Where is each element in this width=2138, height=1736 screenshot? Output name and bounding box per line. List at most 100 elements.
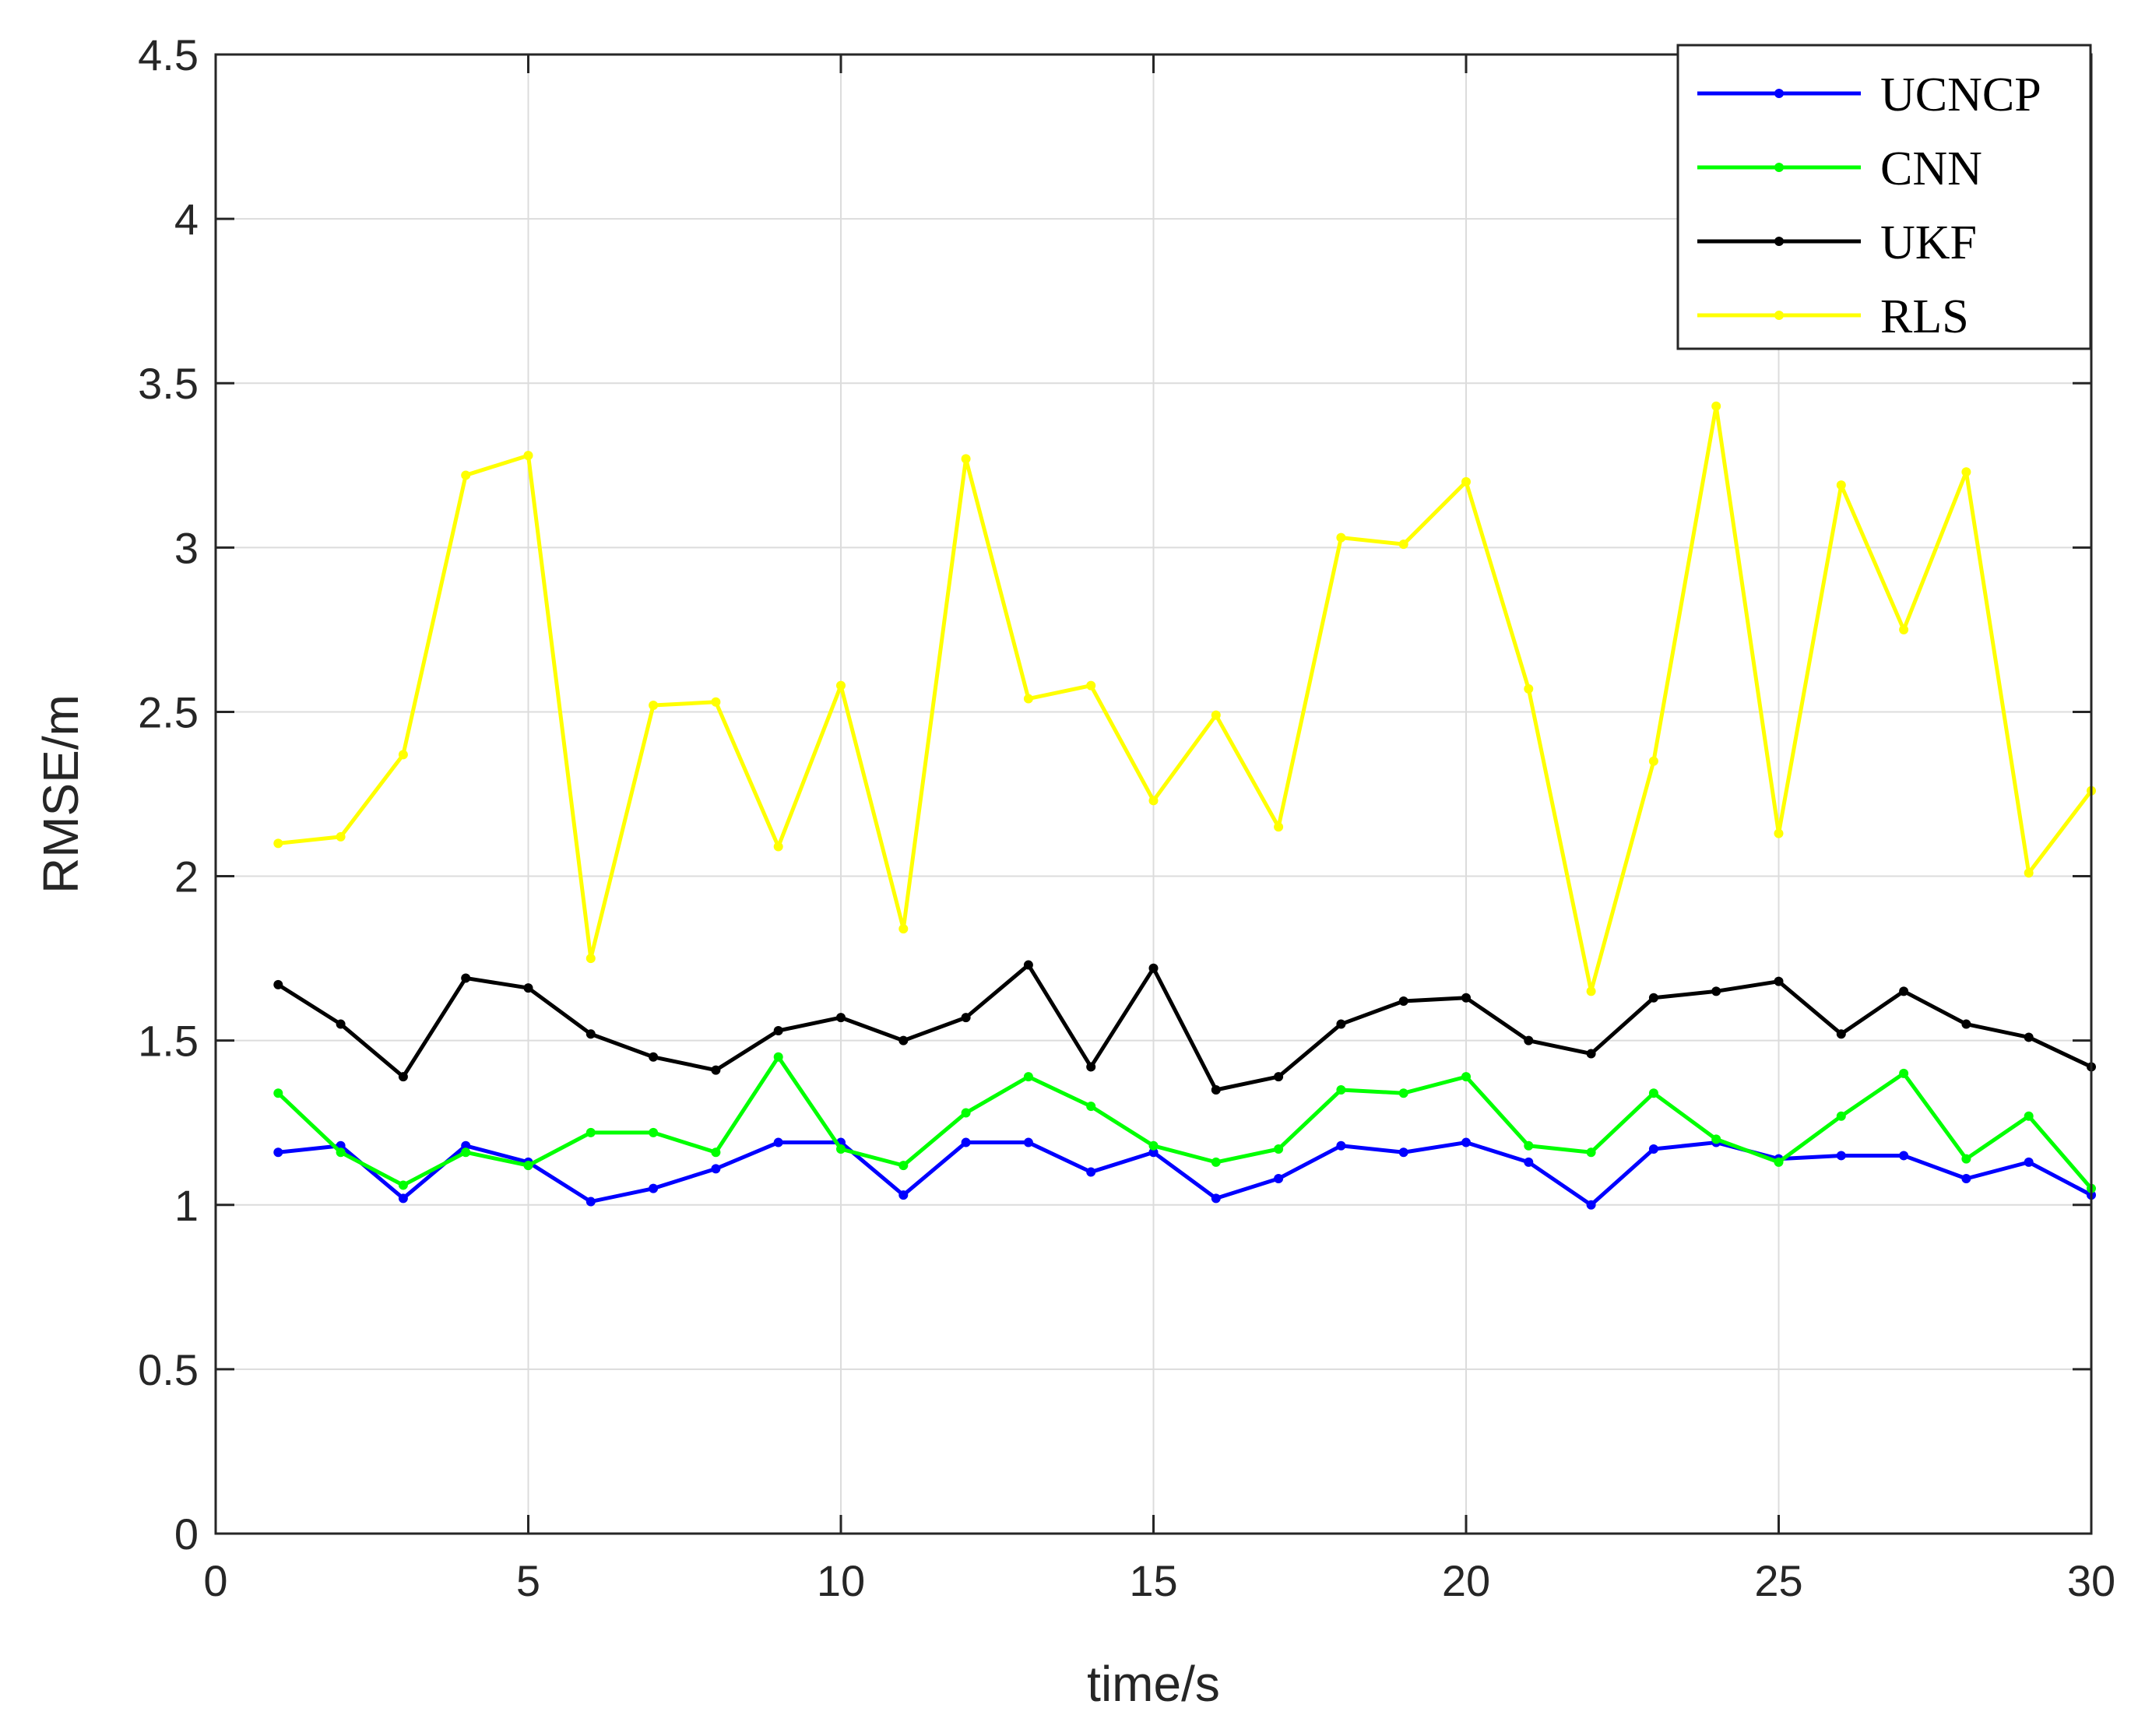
x-tick-label: 0 (203, 1556, 227, 1605)
data-point-ukf (898, 1035, 909, 1045)
data-point-ucncp (1461, 1137, 1471, 1147)
data-point-ukf (1461, 993, 1471, 1003)
data-point-cnn (398, 1180, 408, 1190)
data-point-ucncp (1086, 1167, 1096, 1177)
data-point-cnn (1648, 1088, 1658, 1098)
data-point-ukf (649, 1052, 659, 1062)
data-point-ucncp (1961, 1174, 1971, 1183)
data-point-ucncp (1586, 1200, 1596, 1210)
y-tick-label: 4 (174, 195, 199, 244)
data-point-cnn (1774, 1157, 1784, 1167)
data-point-rls (1586, 986, 1596, 996)
data-point-cnn (336, 1147, 346, 1158)
x-tick-label: 15 (1129, 1556, 1177, 1605)
data-point-rls (461, 470, 471, 480)
data-point-ucncp (773, 1137, 783, 1147)
data-point-rls (711, 697, 721, 707)
data-point-ukf (1586, 1049, 1596, 1059)
x-tick-label: 20 (1442, 1556, 1490, 1605)
data-point-rls (1899, 624, 1909, 634)
data-point-rls (1274, 822, 1284, 832)
data-point-ucncp (1524, 1157, 1534, 1167)
data-point-ukf (836, 1013, 846, 1023)
data-point-ukf (1774, 976, 1784, 986)
data-point-ucncp (1398, 1147, 1408, 1158)
data-point-ucncp (2024, 1157, 2034, 1167)
data-point-ucncp (461, 1140, 471, 1151)
legend: UCNCP CNN UKF RLS (1676, 44, 2092, 350)
y-tick-label: 2.5 (138, 687, 199, 736)
data-point-rls (1461, 476, 1471, 487)
legend-label: CNN (1880, 142, 1982, 195)
data-point-rls (273, 838, 283, 849)
series-cnn (273, 1052, 2096, 1193)
data-point-cnn (1586, 1147, 1596, 1158)
series-ukf (273, 960, 2096, 1095)
data-point-rls (1774, 828, 1784, 838)
x-axis-title: time/s (1087, 1656, 1220, 1712)
data-point-cnn (1336, 1085, 1346, 1095)
x-tick-label: 25 (1754, 1556, 1802, 1605)
data-point-ucncp (398, 1193, 408, 1204)
data-point-ukf (1148, 963, 1159, 973)
data-point-cnn (1961, 1154, 1971, 1164)
series-line-cnn (276, 1055, 2093, 1190)
data-point-ukf (1211, 1085, 1221, 1095)
data-point-cnn (1148, 1140, 1159, 1151)
data-point-rls (1336, 532, 1346, 543)
data-point-rls (1648, 756, 1658, 766)
data-point-ukf (585, 1029, 596, 1039)
data-point-ukf (461, 973, 471, 983)
data-point-rls (649, 701, 659, 710)
data-point-cnn (1899, 1068, 1909, 1078)
data-point-ukf (1711, 986, 1721, 996)
series-layer (273, 401, 2096, 1210)
data-point-ukf (1836, 1029, 1846, 1039)
data-point-ukf (711, 1065, 721, 1075)
data-point-cnn (1274, 1144, 1284, 1154)
data-point-rls (1524, 684, 1534, 694)
data-point-cnn (773, 1052, 783, 1062)
y-tick-label: 2 (174, 852, 199, 901)
data-point-ukf (1398, 996, 1408, 1006)
data-point-ucncp (711, 1164, 721, 1174)
data-point-ucncp (1648, 1144, 1658, 1154)
data-point-cnn (1711, 1134, 1721, 1144)
data-point-rls (1023, 694, 1033, 704)
series-line-ucncp (278, 1140, 2093, 1207)
data-point-ukf (398, 1072, 408, 1082)
data-point-cnn (898, 1161, 909, 1171)
data-point-cnn (1023, 1072, 1033, 1082)
data-point-rls (836, 680, 846, 691)
legend-entry: RLS (1697, 290, 1969, 343)
data-point-ucncp (649, 1183, 659, 1193)
data-point-cnn (1086, 1102, 1096, 1112)
data-point-rls (398, 750, 408, 760)
series-line-ukf (276, 963, 2093, 1092)
data-point-ukf (773, 1026, 783, 1035)
data-point-rls (1086, 680, 1096, 691)
data-point-rls (898, 924, 909, 934)
legend-label: UCNCP (1880, 69, 2041, 121)
data-point-ucncp (1336, 1140, 1346, 1151)
legend-entry: UKF (1697, 216, 1977, 269)
data-point-cnn (461, 1147, 471, 1158)
data-point-rls (1211, 710, 1221, 720)
data-point-ukf (1336, 1019, 1346, 1029)
data-point-rls (1836, 480, 1846, 490)
data-point-rls (1148, 796, 1159, 806)
data-point-cnn (585, 1127, 596, 1137)
data-point-ukf (1524, 1035, 1534, 1045)
data-point-ukf (1648, 993, 1658, 1003)
y-axis-title: RMSE/m (33, 694, 89, 894)
data-point-ucncp (1148, 1147, 1159, 1158)
legend-entry: UCNCP (1697, 69, 2041, 121)
axes: 0 5 10 15 20 25 30 0 0.5 1 1.5 2 2.5 3 3.5 4 4.5 (138, 30, 2115, 1605)
data-point-ucncp (1899, 1151, 1909, 1161)
legend-entry: CNN (1697, 142, 1982, 195)
legend-marker (1774, 89, 1784, 98)
data-point-ucncp (1023, 1137, 1033, 1147)
data-point-ukf (336, 1019, 346, 1029)
data-point-cnn (1398, 1088, 1408, 1098)
